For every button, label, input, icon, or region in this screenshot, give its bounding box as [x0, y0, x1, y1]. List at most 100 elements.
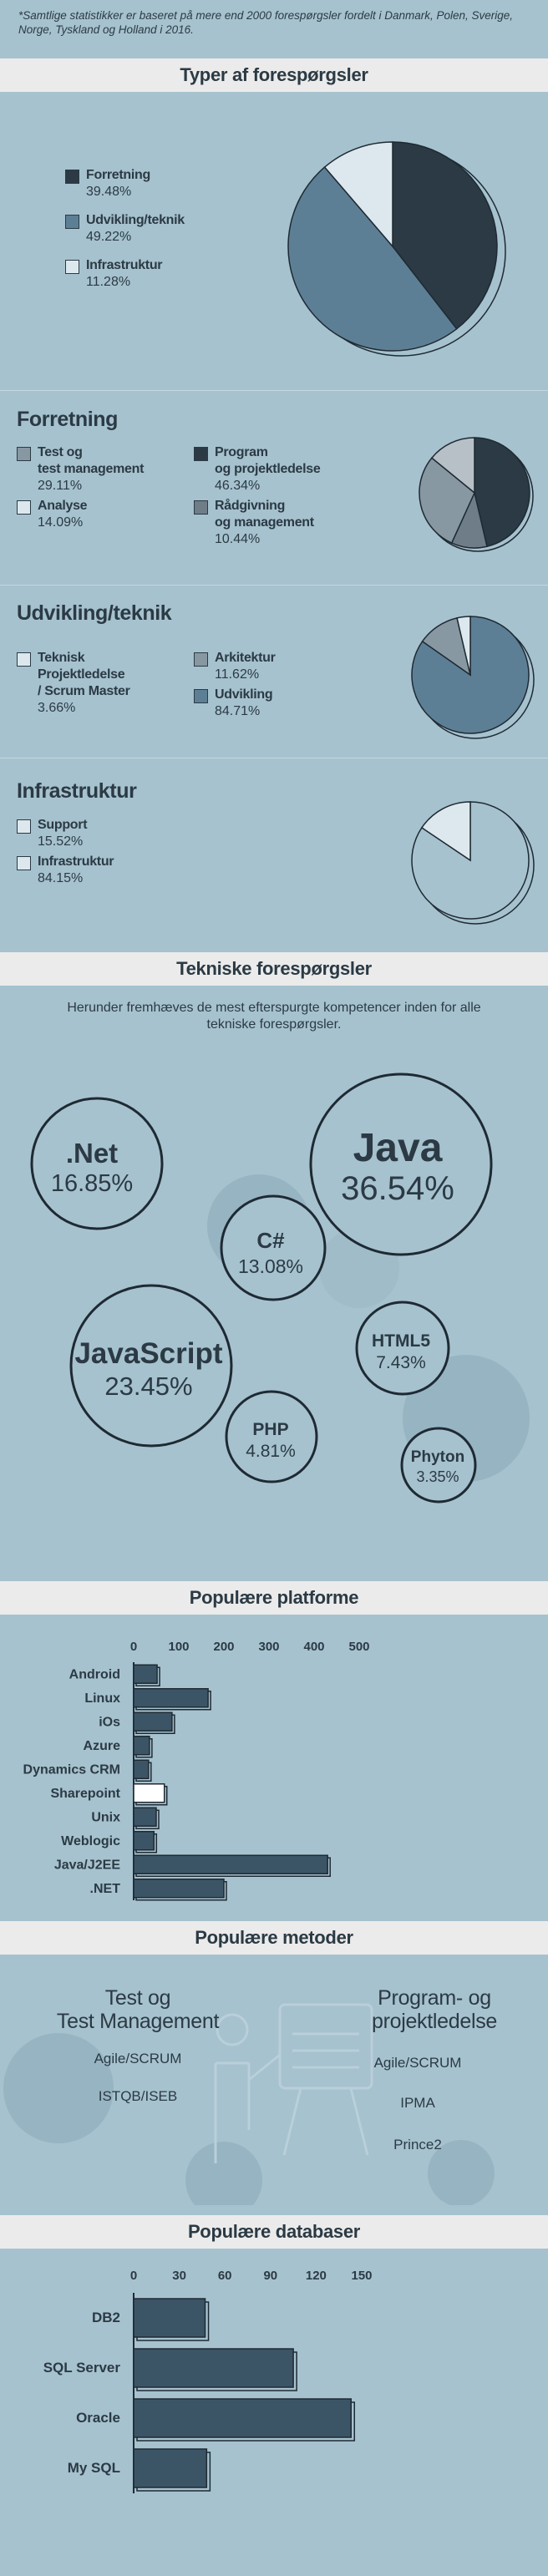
bar-unix	[133, 1807, 157, 1827]
divider	[0, 390, 548, 391]
bar-my-sql	[133, 2448, 208, 2488]
pie-slice-program-og-projektledelse	[474, 437, 530, 548]
bar-weblogic	[133, 1831, 155, 1851]
x-tick-label: 90	[263, 2269, 277, 2283]
bar-oracle	[133, 2398, 353, 2438]
bar--net	[133, 1879, 225, 1899]
bar-linux	[133, 1688, 209, 1708]
udvikling-title: Udvikling/teknik	[17, 601, 172, 625]
legend-item: Udvikling/teknik 49.22%	[65, 212, 185, 246]
section-header-platforme: Populære platforme	[0, 1581, 548, 1615]
bar-azure	[133, 1736, 150, 1756]
legend-item: Analyse 14.09%	[17, 498, 200, 531]
legend-swatch	[194, 447, 208, 461]
y-category-label: SQL Server	[43, 2360, 121, 2376]
x-tick-label: 200	[213, 1640, 234, 1654]
legend-value: 14.09%	[38, 515, 84, 530]
pie-slice-teknisk-projektledelse-scrum-master	[456, 616, 471, 676]
bubble-value: 16.85%	[51, 1170, 133, 1197]
legend-item: Teknisk Projektledelse / Scrum Master 3.6…	[17, 650, 200, 717]
tekniske-intro: Herunder fremhæves de mest efterspurgte …	[67, 1001, 481, 1032]
legend-swatch	[65, 215, 79, 229]
legend-swatch	[17, 652, 31, 667]
legend-value: 84.71%	[215, 704, 261, 718]
forretning-legend-right: Program og projektledelse 46.34% Rådgivni…	[194, 444, 394, 548]
y-category-label: Android	[69, 1667, 120, 1681]
legend-value: 39.48%	[86, 185, 132, 199]
legend-label: Analyse	[38, 499, 88, 513]
legend-value: 10.44%	[215, 532, 261, 546]
bar-sharepoint	[133, 1783, 165, 1803]
bubble-html5: HTML5 7.43%	[355, 1301, 450, 1396]
legend-label: Test og test management	[38, 445, 145, 476]
legend-item: Infrastruktur 11.28%	[65, 257, 185, 291]
methods-right-heading: Program- og projektledelse	[371, 1986, 498, 2033]
y-category-label: Unix	[91, 1810, 120, 1824]
bubble-javascript: JavaScript 23.45%	[69, 1284, 233, 1448]
methods-left-item: ISTQB/ISEB	[98, 2088, 178, 2104]
legend-value: 49.22%	[86, 230, 132, 244]
bubble-label: Java	[353, 1126, 443, 1170]
y-category-label: Java/J2EE	[54, 1858, 121, 1872]
methods-right-item: Agile/SCRUM	[373, 2055, 462, 2071]
methods-right-item: Prince2	[393, 2137, 442, 2153]
legend-swatch	[65, 260, 79, 274]
legend-swatch	[17, 447, 31, 461]
legend-value: 11.28%	[86, 275, 131, 289]
bar-ios	[133, 1711, 173, 1732]
decor-circle	[3, 2033, 114, 2143]
legend-label: Forretning	[86, 168, 150, 182]
section-header-metoder: Populære metoder	[0, 1921, 548, 1955]
infrastruktur-legend: Support 15.52% Infrastruktur 84.15%	[17, 817, 200, 887]
x-tick-label: 300	[258, 1640, 279, 1654]
bar-db2	[133, 2298, 206, 2338]
legend-item: Forretning 39.48%	[65, 167, 185, 200]
bar-sql-server	[133, 2348, 294, 2388]
bubble-value: 23.45%	[104, 1372, 192, 1401]
pie-slice-forretning	[392, 141, 498, 330]
x-tick-label: 500	[348, 1640, 369, 1654]
pie-slice-infrastruktur	[323, 141, 393, 249]
legend-label: Rådgivning og management	[215, 499, 314, 530]
legend-label: Udvikling/teknik	[86, 213, 185, 227]
section-header-types: Typer af forespørgsler	[0, 58, 548, 92]
legend-item: Udvikling 84.71%	[194, 687, 378, 720]
bubble-net: .Net 16.85%	[30, 1097, 164, 1230]
x-tick-label: 120	[306, 2269, 327, 2283]
pie-slice-udvikling-teknik	[287, 166, 458, 352]
legend-value: 46.34%	[215, 479, 261, 493]
y-category-label: Azure	[84, 1739, 121, 1753]
types-legend: Forretning 39.48% Udvikling/teknik 49.22% …	[65, 167, 185, 291]
bar-java-j2ee	[133, 1854, 328, 1874]
methods-left-heading: Test og Test Management	[56, 1986, 220, 2033]
legend-label: Infrastruktur	[38, 854, 114, 869]
section-header-tekniske: Tekniske forespørgsler	[0, 952, 548, 986]
y-category-label: Sharepoint	[50, 1787, 120, 1801]
legend-label: Program og projektledelse	[215, 445, 321, 476]
pie-chart-forretning	[419, 437, 534, 552]
x-tick-label: 30	[172, 2269, 186, 2283]
legend-label: Arkitektur	[215, 651, 276, 665]
bubble-label: Phyton	[411, 1448, 464, 1466]
methods-left-item: Agile/SCRUM	[94, 2051, 182, 2066]
pie-chart-infrastruktur	[411, 801, 535, 925]
pie-chart-types	[287, 141, 506, 357]
legend-swatch	[194, 500, 208, 515]
legend-item: Arkitektur 11.62%	[194, 650, 378, 683]
legend-swatch	[17, 819, 31, 834]
legend-value: 84.15%	[38, 871, 84, 885]
legend-swatch	[65, 170, 79, 184]
legend-swatch	[194, 689, 208, 703]
bubble-value: 36.54%	[341, 1170, 454, 1207]
y-category-label: iOs	[99, 1715, 120, 1729]
y-category-label: My SQL	[68, 2460, 120, 2476]
pie-slice-test-og-test-management	[419, 457, 475, 545]
bar-dynamics-crm	[133, 1759, 150, 1779]
y-category-label: Weblogic	[61, 1834, 120, 1848]
bubble-csharp: C# 13.08%	[220, 1194, 327, 1301]
bubble-php: PHP 4.81%	[225, 1390, 318, 1483]
bubble-label: JavaScript	[74, 1337, 222, 1370]
y-category-label: .NET	[90, 1882, 121, 1896]
legend-item: Program og projektledelse 46.34%	[194, 444, 394, 494]
